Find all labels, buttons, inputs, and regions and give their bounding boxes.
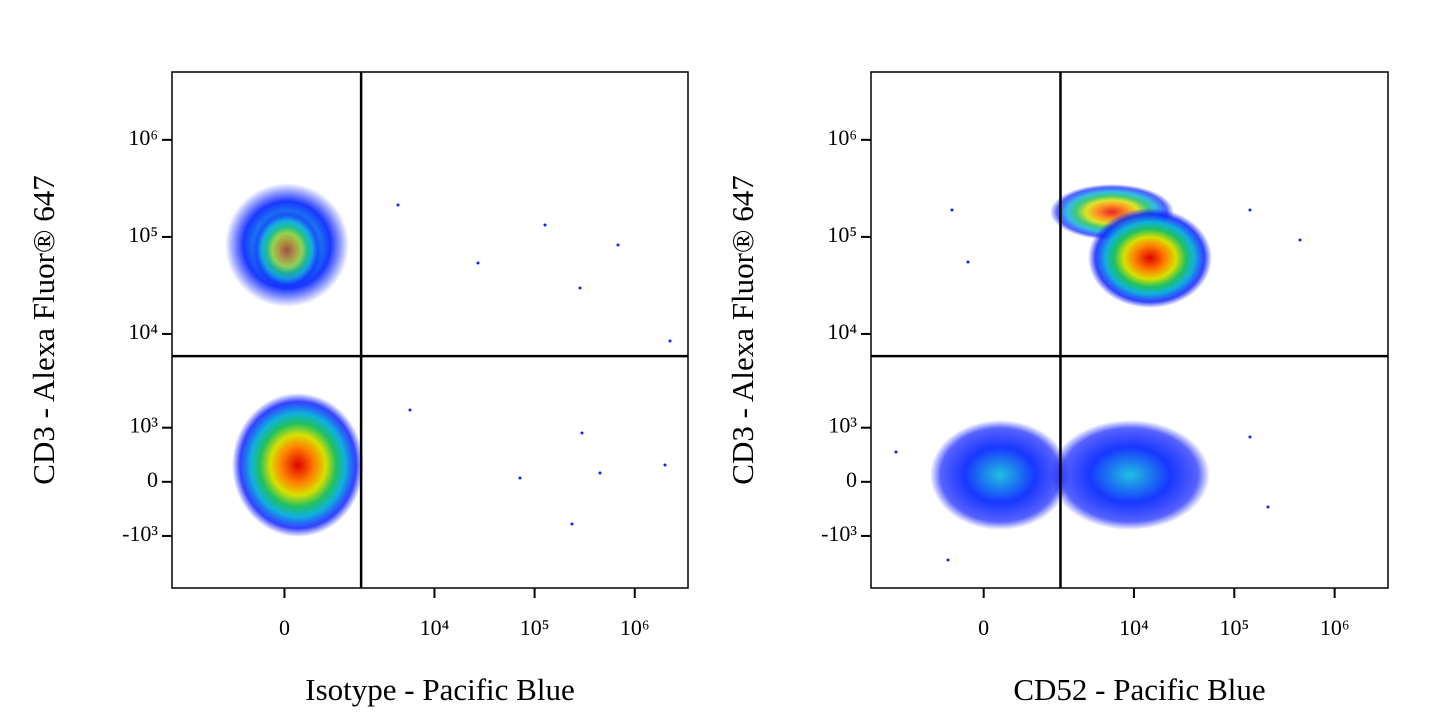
axes-layer: 0 10⁴ 10⁵ 10⁶ 10⁶ 10⁵ 10⁴ 10³ 0 -10³ Isotype - Pac… [26,71,1389,707]
y-tick-label: 0 [147,467,158,492]
plot-frame [870,71,1389,589]
y-axis-label: CD3 - Alexa Fluor® 647 [26,175,61,484]
x-axis-label: CD52 - Pacific Blue [1013,672,1265,707]
y-tick-label: 10⁶ [827,125,857,150]
plot-frame [171,71,689,589]
y-tick-label: 10³ [129,413,158,438]
x-tick-label: 10⁴ [420,615,450,640]
y-tick-label: 10⁶ [128,125,158,150]
x-tick-label: 10⁶ [620,615,650,640]
y-tick-label: 10⁵ [128,222,158,247]
density-cloud [225,183,1302,562]
x-tick-label: 10⁶ [1320,615,1350,640]
y-axis-label: CD3 - Alexa Fluor® 647 [725,175,760,484]
x-tick-label: 0 [978,615,989,640]
y-tick-label: 0 [846,467,857,492]
x-axis-label: Isotype - Pacific Blue [305,672,574,707]
y-tick-label: 10³ [828,413,857,438]
y-tick-label: 10⁴ [128,319,158,344]
y-tick-label: 10⁴ [827,319,857,344]
y-tick-label: -10³ [821,521,857,546]
x-tick-label: 10⁵ [520,615,550,640]
x-tick-label: 0 [279,615,290,640]
y-tick-label: 10⁵ [827,222,857,247]
x-tick-label: 10⁵ [1219,615,1249,640]
y-tick-label: -10³ [122,521,158,546]
x-tick-label: 10⁴ [1119,615,1149,640]
